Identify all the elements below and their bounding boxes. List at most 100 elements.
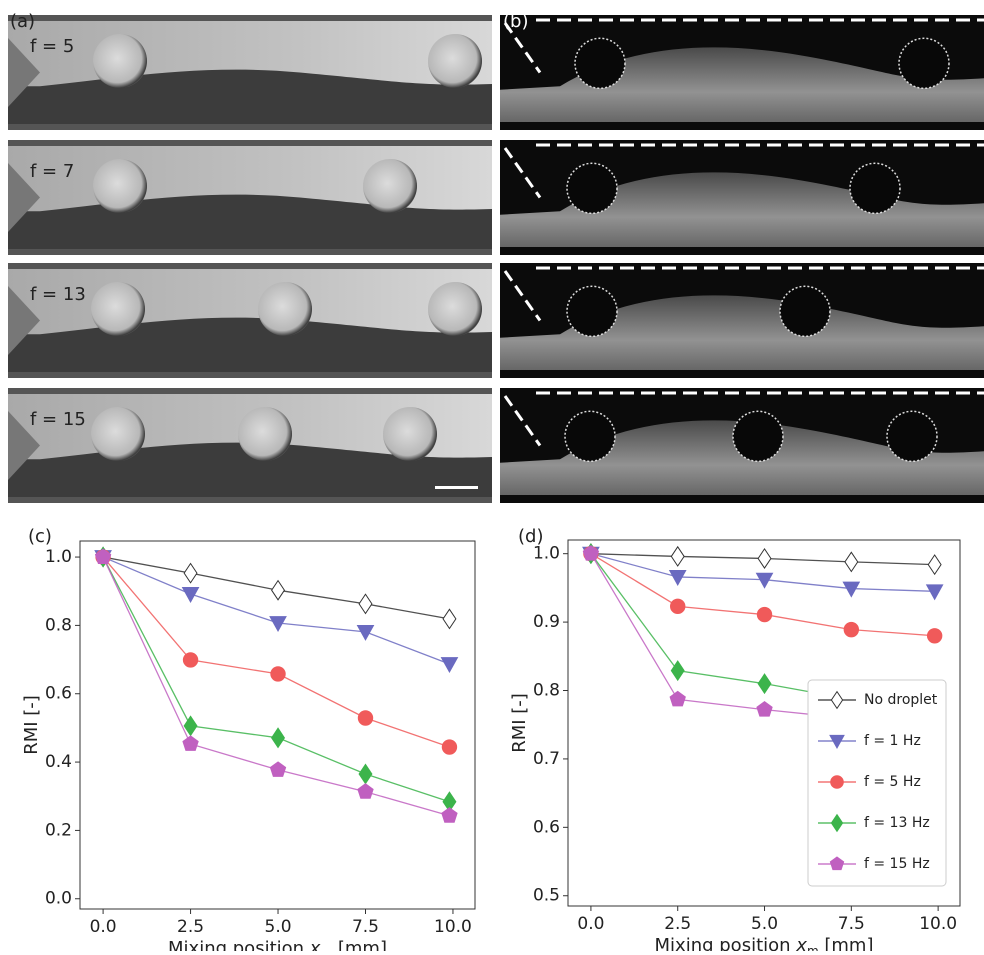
marker <box>927 585 943 599</box>
droplet-outline <box>850 163 900 213</box>
legend-label: f = 5 Hz <box>864 774 921 790</box>
y-tick-label: 0.8 <box>533 681 560 701</box>
marker <box>831 776 844 789</box>
droplet-outline <box>565 411 615 461</box>
channel-wall <box>8 388 492 394</box>
x-tick-label: 5.0 <box>265 917 292 937</box>
droplet <box>91 282 145 336</box>
droplet <box>91 407 145 461</box>
marker <box>845 552 858 571</box>
legend-label: No droplet <box>864 692 938 708</box>
marker <box>670 691 685 705</box>
frequency-label: f = 5 <box>30 36 74 57</box>
panel-label: (c) <box>28 526 52 547</box>
channel-wall <box>8 124 492 130</box>
marker <box>358 784 373 798</box>
channel-wall <box>8 372 492 378</box>
x-axis-label-part: [mm] <box>819 935 874 951</box>
droplet <box>258 282 312 336</box>
marker <box>442 808 457 822</box>
channel-wall <box>8 263 492 269</box>
droplet-outline <box>780 286 830 336</box>
y-tick-label: 0.4 <box>45 752 72 772</box>
marker <box>757 702 772 716</box>
marker <box>671 547 684 566</box>
marker <box>928 555 941 574</box>
scale-bar <box>435 486 478 489</box>
droplet-outline <box>887 411 937 461</box>
marker <box>671 599 685 613</box>
droplet <box>93 34 147 88</box>
marker <box>443 609 456 628</box>
marker <box>183 736 198 750</box>
panel-label: (a) <box>10 11 35 32</box>
channel-wall <box>8 249 492 255</box>
figure: f = 5f = 7f = 13f = 15 (a) (b) (c)0.00.2… <box>0 0 984 951</box>
droplet-outline <box>899 38 949 88</box>
legend-label: f = 15 Hz <box>864 856 930 872</box>
x-tick-label: 7.5 <box>352 917 379 937</box>
marker <box>272 581 285 600</box>
droplet-outline <box>575 38 625 88</box>
y-axis-label: RMI [-] <box>21 695 42 755</box>
x-tick-label: 0.0 <box>90 917 117 937</box>
x-axis-label-part: x <box>309 938 321 951</box>
marker <box>359 594 372 613</box>
droplet <box>238 407 292 461</box>
frequency-label: f = 15 <box>30 409 86 430</box>
x-tick-label: 5.0 <box>751 914 778 934</box>
frequency-label: f = 13 <box>30 284 86 305</box>
marker <box>758 674 771 693</box>
y-tick-label: 0.6 <box>533 817 560 837</box>
marker <box>844 622 858 636</box>
channel-wall <box>8 15 492 21</box>
x-tick-label: 10.0 <box>919 914 957 934</box>
channel-wall <box>8 497 492 503</box>
y-tick-label: 0.6 <box>45 684 72 704</box>
y-tick-label: 0.2 <box>45 820 72 840</box>
y-tick-label: 1.0 <box>45 547 72 567</box>
channel-wall <box>8 140 492 146</box>
x-tick-label: 2.5 <box>177 917 204 937</box>
droplet-outline <box>567 286 617 336</box>
series-line <box>103 557 449 664</box>
x-axis-label-part: Mixing position <box>655 935 797 951</box>
marker <box>271 667 285 681</box>
x-axis-label-part: m <box>320 947 332 952</box>
y-axis-label: RMI [-] <box>509 693 530 753</box>
droplet-outline <box>567 163 617 213</box>
marker <box>442 740 456 754</box>
y-tick-label: 0.8 <box>45 615 72 635</box>
x-tick-label: 7.5 <box>838 914 865 934</box>
marker <box>184 564 197 583</box>
droplet <box>428 282 482 336</box>
x-axis-label-part: m <box>807 944 819 952</box>
marker <box>758 549 771 568</box>
x-tick-label: 0.0 <box>577 914 604 934</box>
droplet-outline <box>733 411 783 461</box>
marker <box>183 588 199 602</box>
x-axis-label-part: [mm] <box>332 938 387 951</box>
x-tick-label: 10.0 <box>434 917 472 937</box>
y-tick-label: 0.9 <box>533 612 560 632</box>
y-tick-label: 0.0 <box>45 889 72 909</box>
marker <box>184 716 197 735</box>
marker <box>183 653 197 667</box>
marker <box>441 658 457 672</box>
x-axis-label: Mixing position xm [mm] <box>168 938 387 951</box>
marker <box>272 728 285 747</box>
marker <box>359 764 372 783</box>
marker <box>757 607 771 621</box>
x-axis-label-part: Mixing position <box>168 938 310 951</box>
x-tick-label: 2.5 <box>664 914 691 934</box>
marker <box>358 711 372 725</box>
y-tick-label: 1.0 <box>533 544 560 564</box>
legend-label: f = 1 Hz <box>864 733 921 749</box>
marker <box>927 629 941 643</box>
frequency-label: f = 7 <box>30 161 74 182</box>
legend-label: f = 13 Hz <box>864 815 930 831</box>
x-axis-label: Mixing position xm [mm] <box>655 935 874 951</box>
micrographs: f = 5 f = 7 f = 13 f = 15 <box>8 15 984 503</box>
x-axis-label-part: x <box>795 935 807 951</box>
y-tick-label: 0.7 <box>533 749 560 769</box>
